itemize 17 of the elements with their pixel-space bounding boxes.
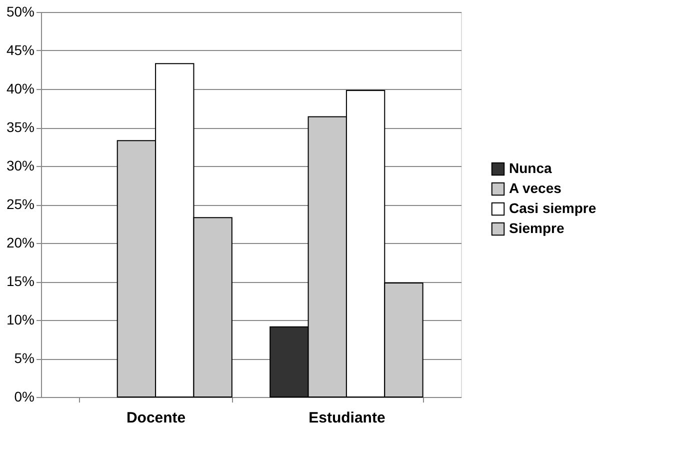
x-tick-label: Estudiante	[308, 410, 386, 426]
y-tick-label: 25%	[6, 196, 34, 212]
y-tick-label: 40%	[6, 80, 34, 96]
y-tick-label: 20%	[6, 234, 34, 250]
y-tick-label: 5%	[14, 350, 34, 366]
y-tick-label: 30%	[6, 158, 34, 174]
legend-label: Nunca	[509, 160, 552, 176]
legend-label: A veces	[509, 180, 562, 196]
y-tick-label: 10%	[6, 312, 34, 328]
y-tick-label: 15%	[6, 273, 34, 289]
x-tick-label: Docente	[126, 410, 186, 426]
y-tick-label: 35%	[6, 119, 34, 135]
legend-label: Siempre	[509, 220, 564, 236]
y-tick-label: 0%	[14, 388, 34, 404]
legend-label: Casi siempre	[509, 200, 596, 216]
y-tick-label: 50%	[6, 4, 34, 20]
y-tick-label: 45%	[6, 42, 34, 58]
